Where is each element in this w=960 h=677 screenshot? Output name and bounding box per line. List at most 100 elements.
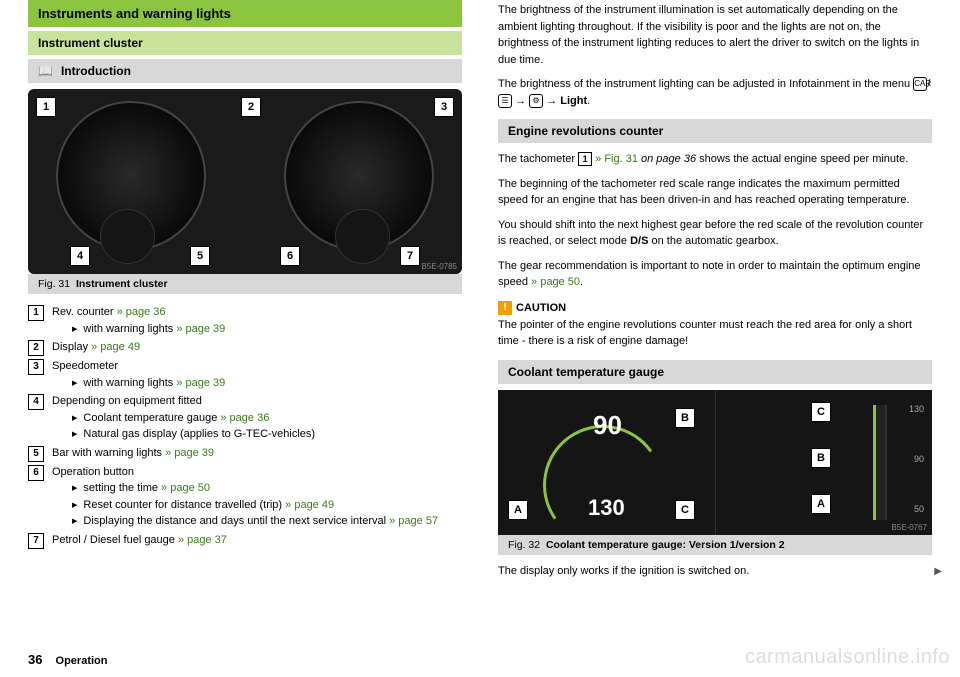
erc-p4: The gear recommendation is important to … xyxy=(498,258,932,291)
legend-number: 7 xyxy=(28,533,44,549)
legend-item: 2Display » page 49 xyxy=(28,339,462,356)
fig32-image: 90 130 A B C 130 90 50 C B A B5E-0767 xyxy=(498,390,932,535)
v1-C: C xyxy=(675,500,695,520)
car-button-icon: CAR xyxy=(913,77,927,91)
page-link[interactable]: » page 49 xyxy=(285,499,334,511)
legend-sub: Reset counter for distance travelled (tr… xyxy=(52,497,462,514)
arrow-icon-2: → xyxy=(546,95,557,107)
legend-sub-label: Reset counter for distance travelled (tr… xyxy=(83,499,285,511)
legend-number: 2 xyxy=(28,340,44,356)
erc-p1d: shows the actual engine speed per minute… xyxy=(696,153,908,165)
page-footer: 36 Operation xyxy=(28,652,107,667)
legend-sub: Natural gas display (applies to G-TEC-ve… xyxy=(52,426,462,443)
section-h2: Instrument cluster xyxy=(28,31,462,55)
v1-B: B xyxy=(675,408,695,428)
legend-label: Bar with warning lights xyxy=(52,447,165,459)
page-link[interactable]: » page 39 xyxy=(176,323,225,335)
legend-text: Speedometer with warning lights » page 39 xyxy=(52,358,462,391)
erc-fig-link[interactable]: » Fig. 31 xyxy=(592,153,641,165)
legend-sub-label: Natural gas display (applies to G-TEC-ve… xyxy=(83,428,315,440)
legend-item: 4Depending on equipment fittedCoolant te… xyxy=(28,393,462,443)
fig31-caption-text: Instrument cluster xyxy=(76,278,168,290)
legend-sub-label: Displaying the distance and days until t… xyxy=(83,515,389,527)
erc-p1c: on page 36 xyxy=(641,153,696,165)
legend-number: 3 xyxy=(28,359,44,375)
right-column: The brightness of the instrument illumin… xyxy=(498,0,932,677)
page-link[interactable]: » page 57 xyxy=(389,515,438,527)
fig32-prefix: Fig. 32 xyxy=(508,539,540,551)
ctg-footer-text: The display only works if the ignition i… xyxy=(498,565,749,577)
legend-label: Petrol / Diesel fuel gauge xyxy=(52,534,178,546)
legend-number: 1 xyxy=(28,305,44,321)
legend-text: Depending on equipment fitted Coolant tem… xyxy=(52,393,462,443)
fig31-prefix: Fig. 31 xyxy=(38,278,70,290)
page-link[interactable]: » page 49 xyxy=(91,341,140,353)
coolant-subdial xyxy=(100,209,155,264)
page-link[interactable]: » page 50 xyxy=(161,482,210,494)
fuel-subdial xyxy=(335,209,390,264)
fig32-ref: B5E-0767 xyxy=(891,523,927,532)
legend-text: Operation buttonsetting the time » page … xyxy=(52,464,462,530)
ctg-footer: The display only works if the ignition i… xyxy=(498,563,932,580)
callout-6: 6 xyxy=(280,246,300,266)
v2-C: C xyxy=(811,402,831,422)
erc-p1: The tachometer 1 » Fig. 31 on page 36 sh… xyxy=(498,151,932,168)
legend-item: 7 Petrol / Diesel fuel gauge » page 37 xyxy=(28,532,462,549)
continue-arrow-icon: ▶ xyxy=(934,564,942,579)
erc-ref-box: 1 xyxy=(578,152,592,166)
intro-p2: The brightness of the instrument lightin… xyxy=(498,76,932,109)
page-link[interactable]: » page 37 xyxy=(178,534,227,546)
caution-text: The pointer of the engine revolutions co… xyxy=(498,317,932,350)
left-column: Instruments and warning lights Instrumen… xyxy=(28,0,462,677)
gauge-version-2: 130 90 50 C B A xyxy=(715,390,932,535)
legend-sub-label: with warning lights xyxy=(83,323,176,335)
menu-icon: ☰ xyxy=(498,94,512,108)
legend-sub: Displaying the distance and days until t… xyxy=(52,513,462,530)
legend-sub-label: Coolant temperature gauge xyxy=(83,412,220,424)
v2-B: B xyxy=(811,448,831,468)
legend-number: 5 xyxy=(28,446,44,462)
legend-number: 6 xyxy=(28,465,44,481)
fig32-caption-text: Coolant temperature gauge: Version 1/ver… xyxy=(546,539,785,551)
callout-3: 3 xyxy=(434,97,454,117)
legend-sub-label: with warning lights xyxy=(83,377,176,389)
legend-text: Rev. counter » page 36with warning light… xyxy=(52,304,462,337)
legend-sub-label: setting the time xyxy=(83,482,161,494)
ctg-heading: Coolant temperature gauge xyxy=(498,360,932,384)
page-link[interactable]: » page 39 xyxy=(176,377,225,389)
fig32-caption: Fig. 32 Coolant temperature gauge: Versi… xyxy=(498,535,932,555)
erc-p1a: The tachometer xyxy=(498,153,578,165)
caution-label: CAUTION xyxy=(516,301,566,313)
legend-list: 1 Rev. counter » page 36with warning ligh… xyxy=(28,304,462,549)
legend-label: Depending on equipment fitted xyxy=(52,395,202,407)
gauge1-90: 90 xyxy=(593,410,622,441)
gauge2-130: 130 xyxy=(909,404,924,414)
legend-label: Speedometer xyxy=(52,360,118,372)
erc-p3b: D/S xyxy=(630,235,648,247)
page-link[interactable]: » page 36 xyxy=(220,412,269,424)
legend-sub: setting the time » page 50 xyxy=(52,480,462,497)
caution-heading: ! CAUTION xyxy=(498,301,932,315)
callout-4: 4 xyxy=(70,246,90,266)
callout-1: 1 xyxy=(36,97,56,117)
intro-p2a: The brightness of the instrument lightin… xyxy=(498,78,913,90)
fig31-ref: B5E-0785 xyxy=(421,262,457,271)
legend-item: 5 Bar with warning lights » page 39 xyxy=(28,445,462,462)
caution-icon: ! xyxy=(498,301,512,315)
intro-p1: The brightness of the instrument illumin… xyxy=(498,2,932,68)
legend-item: 1 Rev. counter » page 36with warning ligh… xyxy=(28,304,462,337)
gauge-version-1: 90 130 A B C xyxy=(498,390,715,535)
legend-item: 6 Operation buttonsetting the time » page… xyxy=(28,464,462,530)
book-icon xyxy=(38,64,53,78)
fig31-caption: Fig. 31 Instrument cluster xyxy=(28,274,462,294)
page-number: 36 xyxy=(28,652,42,667)
h3-text: Introduction xyxy=(61,64,131,78)
watermark: carmanualsonline.info xyxy=(745,646,950,669)
callout-5: 5 xyxy=(190,246,210,266)
erc-p4-link[interactable]: » page 50 xyxy=(531,276,580,288)
page-link[interactable]: » page 39 xyxy=(165,447,214,459)
page-link[interactable]: » page 36 xyxy=(117,306,166,318)
fig31-image: 1 2 3 4 5 6 7 B5E-0785 xyxy=(28,89,462,274)
gear-icon: ⚙ xyxy=(529,94,543,108)
gauge2-50: 50 xyxy=(914,504,924,514)
